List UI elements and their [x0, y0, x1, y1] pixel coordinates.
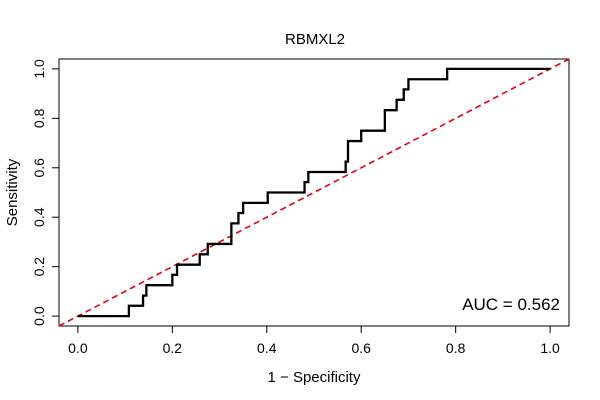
y-tick-label: 0.2 — [31, 257, 47, 277]
roc-curve-line — [77, 67, 551, 318]
reference-diagonal-line — [58, 58, 570, 327]
x-tick-label: 0.6 — [351, 340, 371, 356]
x-tick-label: 0.4 — [257, 340, 277, 356]
chart-title: RBMXL2 — [285, 31, 345, 48]
y-axis-label: Sensitivity — [4, 158, 21, 226]
auc-annotation: AUC = 0.562 — [462, 295, 560, 314]
y-tick-label: 1.0 — [31, 59, 47, 79]
y-tick-label: 0.6 — [31, 158, 47, 178]
x-tick-label: 0.8 — [446, 340, 466, 356]
x-tick-label: 0.0 — [68, 340, 88, 356]
y-tick-label: 0.4 — [31, 207, 47, 227]
x-axis-label: 1 − Specificity — [268, 369, 361, 386]
y-tick-label: 0.0 — [31, 306, 47, 326]
plot-area-frame — [58, 58, 570, 327]
y-axis: 0.0 0.2 0.4 0.6 0.8 1.0 — [31, 59, 60, 326]
x-tick-label: 1.0 — [540, 340, 560, 356]
x-tick-label: 0.2 — [163, 340, 183, 356]
x-axis: 0.0 0.2 0.4 0.6 0.8 1.0 — [68, 325, 560, 356]
y-tick-label: 0.8 — [31, 108, 47, 128]
